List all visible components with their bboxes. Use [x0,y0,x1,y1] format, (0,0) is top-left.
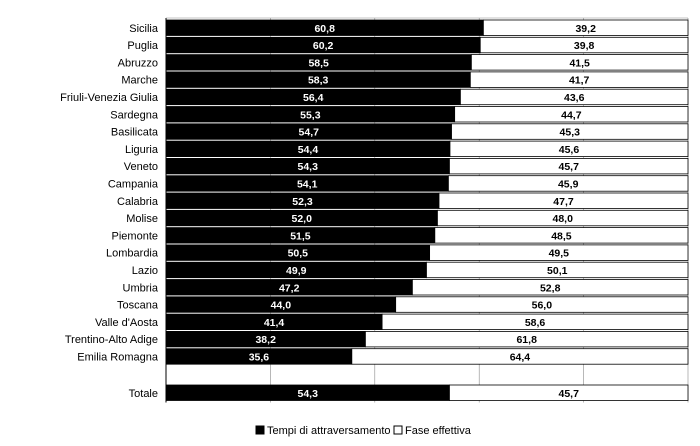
value-label-tempi: 60,8 [314,23,335,35]
legend-swatch-tempi [255,425,265,435]
value-label-fase: 41,5 [569,57,590,69]
category-labels: Sicilia Puglia Abruzzo Marche Friuli-Venezia… [60,23,159,400]
value-label-tempi: 50,5 [288,248,309,260]
category-label: Liguria [125,144,159,156]
bar-fase [351,348,689,365]
value-label-tempi: 47,2 [279,282,300,294]
bar-fase [449,384,689,401]
category-label: Toscana [117,300,159,312]
bar-fase [438,192,689,209]
category-label: Veneto [124,161,158,173]
bar-fase [411,279,689,296]
value-label-tempi: 55,3 [300,109,321,121]
bars-group [165,19,689,401]
value-label-fase: 64,4 [510,351,531,363]
category-label: Puglia [127,40,158,52]
value-label-fase: 48,0 [553,213,574,225]
bar-fase [437,209,689,227]
category-label: Piemonte [112,230,158,242]
value-label-tempi: 60,2 [313,40,334,52]
value-label-tempi: 58,5 [308,57,329,69]
value-label-tempi: 52,0 [292,213,313,225]
value-label-tempi: 56,4 [303,92,324,104]
value-label-tempi: 52,3 [292,196,313,208]
bar-fase [365,330,689,348]
category-label: Sicilia [129,23,159,35]
category-label: Totale [129,388,158,400]
value-label-tempi: 44,0 [271,300,292,312]
category-label: Lombardia [106,248,159,260]
value-label-fase: 47,7 [553,196,574,208]
category-label: Trentino-Alto Adige [65,334,158,346]
value-label-fase: 48,5 [551,230,572,242]
value-label-fase: 45,6 [559,144,580,156]
value-label-tempi: 58,3 [308,75,329,87]
category-label: Umbria [123,282,159,294]
value-label-fase: 45,7 [559,161,580,173]
value-label-tempi: 41,4 [264,317,285,329]
legend: Tempi di attraversamento Fase effettiva [255,425,472,437]
value-label-tempi: 54,1 [297,178,318,190]
value-label-fase: 43,6 [564,92,585,104]
category-label: Basilicata [111,127,159,139]
value-label-fase: 50,1 [547,265,568,277]
value-label-fase: 45,3 [560,127,581,139]
value-label-tempi: 54,4 [298,144,319,156]
value-label-fase: 44,7 [561,109,582,121]
category-label: Molise [126,213,158,225]
bar-fase [460,88,689,106]
category-label: Friuli-Venezia Giulia [60,92,159,104]
category-label: Marche [121,75,158,87]
bar-fase [451,123,689,140]
category-label: Emilia Romagna [77,351,159,363]
value-label-tempi: 38,2 [255,334,276,346]
bar-fase [479,36,689,54]
value-label-fase: 45,9 [558,178,579,190]
legend-swatch-fase [393,425,403,435]
value-label-tempi: 35,6 [249,351,270,363]
category-label: Abruzzo [118,57,158,69]
bar-fase [454,106,689,123]
category-label: Valle d'Aosta [95,317,159,329]
value-label-tempi: 49,9 [286,265,307,277]
bar-fase [449,140,689,158]
value-label-fase: 39,2 [575,23,596,35]
value-label-tempi: 54,3 [298,388,319,400]
category-label: Lazio [132,265,158,277]
bar-fase [429,244,689,261]
category-label: Sardegna [110,109,159,121]
value-label-fase: 52,8 [540,282,561,294]
value-label-fase: 58,6 [525,317,546,329]
value-label-tempi: 54,3 [298,161,319,173]
bar-fase [449,157,689,175]
value-label-fase: 61,8 [516,334,537,346]
category-label: Calabria [117,196,159,208]
value-label-fase: 41,7 [569,75,590,87]
bar-fase [469,71,689,88]
category-label: Campania [108,178,159,190]
legend-label-fase: Fase effettiva [405,425,472,437]
value-label-tempi: 54,7 [299,127,320,139]
value-label-fase: 39,8 [574,40,595,52]
bar-fase [470,54,689,71]
bar-fase [426,261,689,279]
bar-fase [482,19,689,36]
legend-label-tempi: Tempi di attraversamento [267,425,391,437]
bar-fase [434,227,689,244]
bar-fase [395,296,689,313]
bar-fase [381,313,689,331]
value-label-fase: 45,7 [559,388,580,400]
value-label-tempi: 51,5 [290,230,311,242]
value-label-fase: 49,5 [549,248,570,260]
value-labels: 60,8 39,2 60,2 39,8 58,5 41,5 58,3 41,7 56,4 43,6… [249,23,596,400]
value-label-fase: 56,0 [532,300,553,312]
bar-fase [448,175,689,192]
